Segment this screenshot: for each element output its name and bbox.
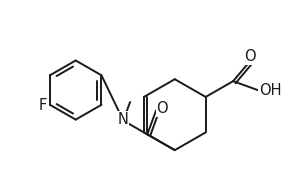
Text: N: N — [118, 112, 129, 127]
Text: O: O — [244, 49, 255, 64]
Text: OH: OH — [259, 83, 281, 98]
Text: O: O — [156, 101, 168, 116]
Text: F: F — [39, 98, 47, 113]
